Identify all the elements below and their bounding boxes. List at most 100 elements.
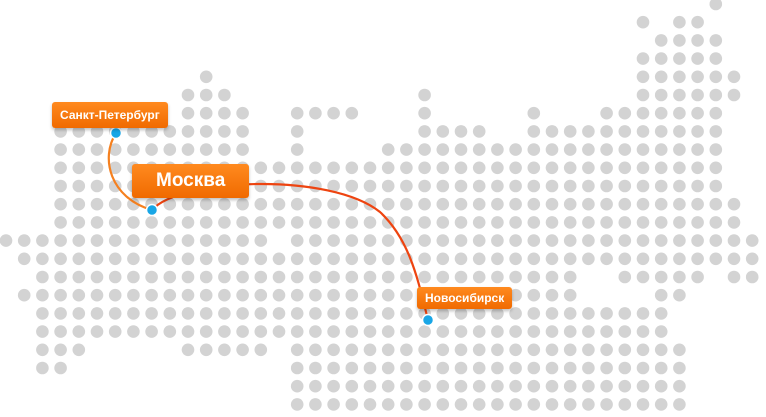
map-dot	[600, 343, 613, 357]
map-dot	[472, 234, 486, 247]
marker-spb[interactable]	[109, 126, 123, 140]
map-dot	[108, 270, 122, 284]
map-dot	[72, 252, 86, 266]
map-dot	[17, 252, 31, 266]
map-dot	[582, 197, 595, 211]
map-dot	[127, 125, 140, 138]
map-dot	[545, 216, 559, 229]
map-dot	[163, 307, 177, 320]
map-dot	[381, 307, 395, 320]
map-dot	[218, 125, 231, 138]
map-dot	[418, 361, 431, 375]
map-dot	[436, 125, 450, 138]
map-dot	[563, 125, 577, 138]
map-dot	[199, 216, 213, 229]
map-dot	[472, 325, 486, 338]
map-dot	[472, 361, 486, 375]
map-dot	[472, 343, 486, 357]
map-dot	[636, 88, 650, 102]
map-dot	[509, 252, 522, 266]
map-dot	[527, 234, 541, 247]
map-dot	[236, 252, 249, 266]
map-dot	[582, 125, 595, 138]
map-dot	[145, 307, 158, 320]
map-dot	[654, 34, 668, 47]
map-dot	[636, 379, 650, 393]
map-dot	[127, 234, 140, 247]
map-dot	[545, 270, 559, 284]
map-dot	[654, 143, 668, 156]
map-dot	[436, 161, 450, 175]
map-dot	[90, 125, 104, 138]
map-dot	[345, 106, 359, 120]
map-dot	[636, 234, 650, 247]
map-dot	[418, 252, 431, 266]
map-dot	[600, 106, 613, 120]
map-dot	[309, 361, 322, 375]
map-dot	[309, 398, 322, 411]
map-dot	[745, 252, 759, 266]
map-dot	[563, 288, 577, 302]
marker-moscow[interactable]	[145, 203, 159, 217]
map-dot	[618, 379, 632, 393]
map-dot	[363, 379, 377, 393]
label-novosibirsk[interactable]: Новосибирск	[417, 287, 513, 309]
map-dot	[400, 270, 413, 284]
map-dot	[90, 307, 104, 320]
map-dot	[345, 398, 359, 411]
map-dot	[727, 70, 741, 84]
map-dot	[691, 70, 704, 84]
map-dot	[163, 216, 177, 229]
map-dot	[418, 398, 431, 411]
label-saint-petersburg[interactable]: Санкт-Петербург	[52, 102, 168, 128]
map-dot	[418, 125, 431, 138]
map-dot	[36, 252, 49, 266]
map-dot	[181, 325, 195, 338]
map-dot	[436, 325, 450, 338]
map-dot	[418, 325, 431, 338]
map-dot	[636, 361, 650, 375]
map-dot	[36, 325, 49, 338]
map-dot	[327, 398, 340, 411]
map-dot	[454, 379, 468, 393]
map-dot	[636, 343, 650, 357]
map-dot	[327, 325, 340, 338]
map-dot	[108, 216, 122, 229]
map-dot	[563, 307, 577, 320]
map-dot	[545, 325, 559, 338]
map-dot	[454, 270, 468, 284]
map-dot	[218, 325, 231, 338]
map-dot	[636, 125, 650, 138]
map-dot	[400, 398, 413, 411]
map-dot	[163, 197, 177, 211]
map-dot	[400, 307, 413, 320]
label-moscow[interactable]: Москва	[132, 164, 250, 198]
map-dot	[199, 143, 213, 156]
map-dot	[254, 197, 268, 211]
map-dot	[545, 252, 559, 266]
map-dot	[400, 216, 413, 229]
marker-novosibirsk[interactable]	[421, 313, 435, 327]
map-dot	[654, 179, 668, 193]
map-dot	[218, 307, 231, 320]
map-dot	[600, 307, 613, 320]
map-dot	[654, 288, 668, 302]
map-dot	[290, 343, 304, 357]
map-dot	[491, 379, 504, 393]
map-dot	[290, 307, 304, 320]
map-dot	[472, 379, 486, 393]
map-dot	[309, 197, 322, 211]
map-dot	[545, 125, 559, 138]
map-dot	[509, 234, 522, 247]
map-dot	[454, 161, 468, 175]
map-dot	[545, 161, 559, 175]
map-dot	[582, 379, 595, 393]
map-dot	[345, 179, 359, 193]
map-dot	[691, 161, 704, 175]
map-dot	[54, 307, 67, 320]
map-dot	[400, 197, 413, 211]
map-dot	[54, 325, 67, 338]
map-dot	[636, 106, 650, 120]
map-dot	[309, 234, 322, 247]
